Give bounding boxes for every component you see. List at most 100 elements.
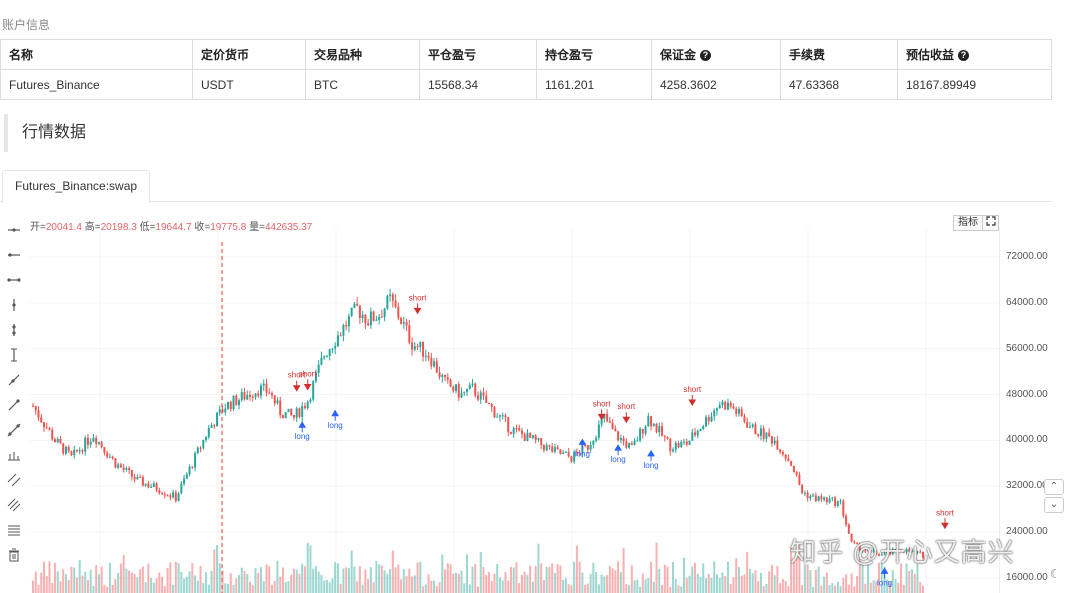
volume-bar (515, 562, 518, 593)
price-tick-label: 72000.00 (1006, 251, 1048, 262)
volume-bar (916, 563, 919, 593)
candlestick-plot[interactable]: shortshortlonglongshortshortlongshortlon… (0, 210, 1000, 593)
price-tick-label: 48000.00 (1006, 388, 1048, 400)
candle-body (75, 449, 78, 452)
short-signal: short (299, 370, 317, 391)
candle-body (880, 554, 883, 556)
arrow-up-icon (647, 449, 655, 461)
cell-unrealized-pnl: 1161.201 (536, 69, 652, 100)
volume-bar (559, 565, 562, 593)
volume-bar (834, 585, 837, 593)
candle-body (836, 501, 839, 506)
account-section-title: 账户信息 (2, 18, 51, 32)
candle-body (726, 402, 729, 410)
long-signal: long (328, 409, 343, 430)
cell-realized-pnl: 15568.34 (419, 69, 537, 100)
chevron-up-icon[interactable]: ⌃ (1044, 479, 1064, 495)
arrow-down-icon (292, 380, 301, 392)
candle-body (729, 402, 732, 407)
volume-bar (836, 581, 839, 593)
volume-bar (718, 577, 721, 593)
kline-chart[interactable]: 开=20041.4 高=20198.3 低=19644.7 收=19775.8 … (0, 210, 1080, 593)
volume-bar (108, 562, 111, 593)
volume-bar (707, 573, 710, 593)
volume-bar (386, 573, 389, 593)
vertical-line-icon[interactable] (6, 297, 22, 313)
volume-bar (84, 571, 87, 593)
parallel-channel-icon[interactable] (6, 472, 22, 488)
candle-body (773, 440, 776, 444)
candle-body (119, 464, 122, 468)
extended-line-icon[interactable] (6, 272, 22, 288)
candle-body (474, 383, 477, 396)
volume-bar (509, 566, 512, 593)
volume-bar (737, 566, 740, 593)
volume-bar (141, 566, 144, 593)
candle-body (446, 377, 449, 380)
help-icon[interactable]: ? (958, 50, 970, 62)
delete-icon[interactable] (6, 547, 22, 563)
volume-bar (312, 568, 315, 593)
chevron-down-icon[interactable]: ⌄ (1044, 497, 1064, 513)
candle-body (133, 476, 136, 480)
vertical-ray-icon[interactable] (6, 347, 22, 363)
help-icon[interactable]: ? (700, 50, 712, 62)
candle-body (177, 493, 180, 501)
volume-bar (194, 575, 197, 593)
candle-body (378, 316, 381, 320)
candle-body (73, 449, 76, 456)
candle-body (573, 451, 576, 462)
candle-body (694, 432, 697, 436)
candle-body (636, 440, 639, 442)
volume-bar (347, 568, 350, 593)
candle-body (672, 449, 675, 452)
moon-icon[interactable]: ☾ (1050, 567, 1061, 581)
candle-body (276, 400, 279, 404)
candle-body (369, 311, 372, 326)
candle-body (78, 450, 81, 452)
candle-body (471, 383, 474, 385)
expand-icon[interactable] (982, 215, 999, 231)
volume-bar (125, 568, 128, 593)
fib-retracement-icon[interactable] (6, 522, 22, 538)
volume-bar (133, 573, 136, 593)
volume-bar (726, 561, 729, 593)
candle-body (713, 410, 716, 417)
candle-body (427, 355, 430, 358)
volume-bar (504, 571, 507, 593)
volume-bar (295, 569, 298, 593)
candle-body (740, 409, 743, 417)
volume-bar (691, 566, 694, 593)
col-currency: 定价货币 (192, 39, 306, 70)
price-channel-icon[interactable] (6, 447, 22, 463)
volume-bar (139, 569, 142, 593)
trend-ray-icon[interactable] (6, 397, 22, 413)
cell-margin: 4258.3602 (651, 69, 781, 100)
tab-futures-binance-swap[interactable]: Futures_Binance:swap (2, 170, 151, 203)
candle-body (867, 550, 870, 552)
candle-body (814, 495, 817, 502)
volume-bar (867, 564, 870, 593)
volume-bar (405, 576, 408, 593)
horizontal-ray-icon[interactable] (6, 247, 22, 263)
fib-channel-icon[interactable] (6, 497, 22, 513)
candle-body (51, 429, 54, 440)
volume-bar (350, 550, 353, 593)
candle-body (770, 436, 773, 444)
volume-label: 量 (249, 222, 260, 233)
candle-body (67, 446, 70, 452)
volume-bar (817, 566, 820, 593)
volume-bar (202, 582, 205, 593)
signal-label: short (936, 508, 955, 517)
volume-bar (183, 578, 186, 593)
volume-bar (757, 581, 760, 593)
horizontal-line-icon[interactable] (6, 222, 22, 238)
extended-trend-icon[interactable] (6, 422, 22, 438)
candle-body (416, 346, 419, 348)
volume-bar (886, 579, 889, 593)
volume-bar (172, 584, 175, 593)
volume-bar (150, 578, 153, 593)
trend-line-icon[interactable] (6, 372, 22, 388)
vertical-segment-icon[interactable] (6, 322, 22, 338)
candle-body (790, 461, 793, 466)
